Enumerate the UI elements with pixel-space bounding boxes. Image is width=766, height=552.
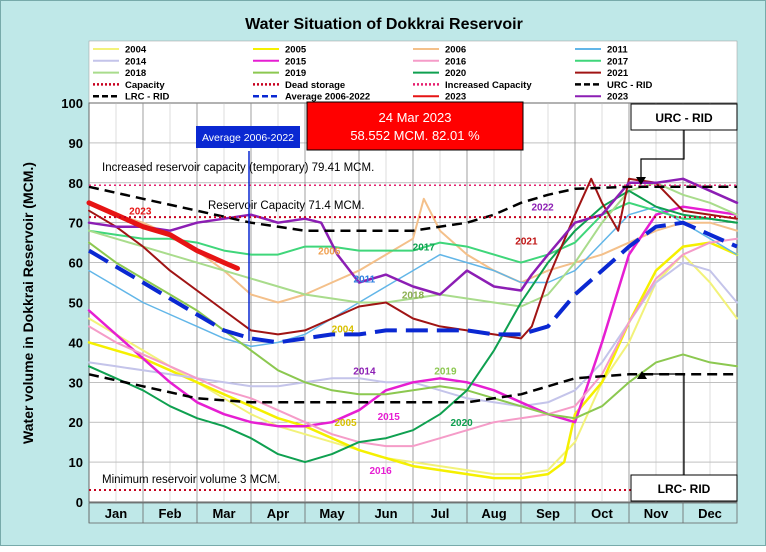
legend-label-19: 2023: [607, 92, 628, 103]
series-line-12: [87, 177, 739, 296]
x-axis: Jan Feb Mar Apr May Jun Jul Aug Sep Oct Nov Dec: [88, 503, 722, 523]
series-line-7: [88, 201, 738, 264]
legend-label-10: 2020: [445, 68, 466, 79]
chart-title: Water Situation of Dokkrai Reservoir: [245, 16, 523, 33]
month-label-apr: Apr: [267, 506, 289, 521]
legend-label-11: 2021: [607, 68, 629, 79]
y-axis: 0 10 20 30 40 50 60 70 80 90 100: [61, 96, 83, 510]
month-label-oct: Oct: [591, 506, 613, 521]
urc-pointer: [640, 129, 685, 181]
legend-label-0: 2004: [125, 45, 147, 56]
year-label-0: 2023: [129, 207, 152, 218]
year-label-9: 2019: [434, 366, 457, 377]
y-tick-label-1: 10: [69, 455, 83, 470]
series-group: [86, 177, 739, 491]
y-tick-label-6: 60: [69, 256, 83, 271]
legend-label-6: 2016: [445, 56, 466, 67]
y-tick-label-10: 100: [61, 96, 83, 111]
series-line-15: [88, 373, 737, 404]
year-label-12: 2020: [450, 418, 473, 429]
capacity-label: Reservoir Capacity 71.4 MCM.: [208, 200, 365, 212]
month-label-mar: Mar: [212, 506, 235, 521]
legend-label-16: LRC - RID: [125, 92, 169, 103]
month-label-dec: Dec: [698, 506, 722, 521]
current-date: 24 Mar 2023: [379, 110, 452, 125]
year-label-8: 2014: [353, 366, 376, 377]
legend-label-15: URC - RID: [607, 80, 653, 91]
average-callout: [196, 126, 300, 148]
year-label-13: 2016: [369, 466, 392, 477]
year-label-6: 2022: [531, 203, 554, 214]
year-label-5: 2004: [332, 324, 355, 335]
month-label-jan: Jan: [105, 506, 127, 521]
month-label-feb: Feb: [158, 506, 181, 521]
lrc-arrowhead: [637, 371, 647, 379]
year-label-1: 2006: [318, 247, 341, 258]
month-label-jul: Jul: [431, 506, 450, 521]
series-line-6: [88, 237, 738, 448]
y-axis-label: Water volume in Dokkrai Reservoir (MCM.): [20, 162, 36, 444]
month-label-sep: Sep: [536, 506, 560, 521]
month-label-aug: Aug: [481, 506, 506, 521]
y-tick-label-7: 70: [69, 216, 83, 231]
lrc-callout-text: LRC- RID: [658, 482, 711, 496]
legend-label-12: Capacity: [125, 80, 165, 91]
annotations: Increased reservoir capacity (temporary)…: [102, 101, 738, 502]
year-label-10: 2015: [378, 412, 401, 423]
y-tick-label-3: 30: [69, 375, 83, 390]
legend-label-13: Dead storage: [285, 80, 345, 91]
y-tick-label-9: 90: [69, 136, 83, 151]
month-label-may: May: [319, 506, 345, 521]
year-label-11: 2005: [334, 418, 357, 429]
current-status-box: [306, 101, 524, 151]
year-label-4: 2018: [402, 291, 425, 302]
current-volume: 58.552 MCM. 82.01 %: [350, 128, 480, 143]
lrc-pointer: [642, 373, 685, 475]
legend-label-2: 2006: [445, 45, 466, 56]
urc-arrowhead: [636, 177, 646, 185]
increased-capacity-label: Increased reservoir capacity (temporary)…: [102, 162, 374, 174]
legend-label-5: 2015: [285, 56, 307, 67]
legend-label-14: Increased Capacity: [445, 80, 532, 91]
legend-label-3: 2011: [607, 45, 628, 56]
series-line-3: [88, 205, 738, 348]
lrc-callout: [630, 474, 738, 502]
series-line-5: [87, 205, 739, 428]
series-line-13: [87, 220, 738, 345]
series-line-10: [88, 189, 738, 464]
legend-label-8: 2018: [125, 68, 146, 79]
legend: 2004 2005 2006 2011 2014 2015 2016 2017 2018 2019…: [93, 45, 653, 103]
y-tick-label-4: 40: [69, 335, 83, 350]
y-tick-label-5: 50: [69, 296, 83, 311]
y-tick-label-8: 80: [69, 176, 83, 191]
legend-label-4: 2014: [125, 56, 147, 67]
year-label-7: 2021: [515, 237, 538, 248]
urc-callout: [630, 103, 738, 131]
y-tick-label-0: 0: [76, 495, 83, 510]
month-label-jun: Jun: [374, 506, 397, 521]
series-line-16: [86, 200, 240, 271]
legend-label-1: 2005: [285, 45, 307, 56]
urc-callout-text: URC - RID: [655, 111, 713, 125]
series-line-9: [88, 241, 738, 420]
year-label-3: 2011: [354, 275, 376, 286]
legend-label-9: 2019: [285, 68, 306, 79]
year-label-2: 2017: [413, 243, 436, 254]
legend-label-17: Average 2006-2022: [285, 92, 370, 103]
minimum-label: Minimum reservoir volume 3 MCM.: [102, 474, 280, 486]
legend-label-7: 2017: [607, 56, 628, 67]
year-labels: 2023 2006 2017 2011 2018 2004 2022 2021 2014 2019…: [129, 203, 554, 477]
average-callout-text: Average 2006-2022: [202, 132, 294, 144]
legend-label-18: 2023: [445, 92, 466, 103]
series-line-14: [88, 185, 737, 232]
month-label-nov: Nov: [644, 506, 669, 521]
y-tick-label-2: 20: [69, 415, 83, 430]
